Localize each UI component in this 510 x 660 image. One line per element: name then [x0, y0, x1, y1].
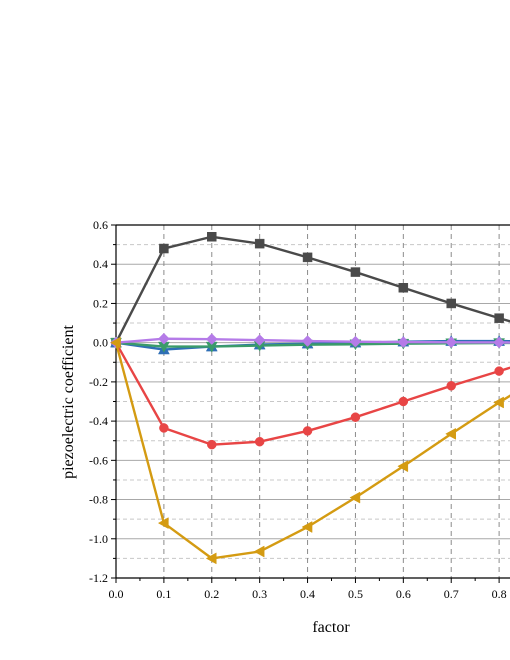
x-tick-label: 0.0: [109, 587, 124, 601]
y-axis-label: piezoelectric coefficient: [60, 325, 77, 479]
x-tick-label: 0.7: [444, 587, 459, 601]
data-point-triangle-left: [253, 545, 265, 558]
y-tick-label: -0.2: [89, 375, 108, 389]
series-line: [115, 339, 510, 351]
x-tick-label: 0.1: [156, 587, 171, 601]
series-line: [114, 342, 510, 446]
data-point-triangle-left: [205, 552, 217, 565]
y-tick-label: 0.4: [93, 257, 108, 271]
data-point-diamond: [205, 333, 218, 345]
y-tick-label: 0.2: [93, 296, 108, 310]
data-point-diamond: [349, 335, 362, 348]
data-point-triangle-left: [157, 517, 169, 530]
x-tick-label: 0.6: [396, 587, 411, 601]
x-axis-label: factor: [312, 619, 350, 636]
data-point-square: [494, 313, 504, 323]
data-point-triangle-left: [397, 460, 409, 473]
grid: [116, 225, 510, 578]
data-point-square: [207, 232, 217, 242]
tick-labels: 0.60.40.20.0-0.2-0.4-0.6-0.8-1.0-1.20.0 0…: [89, 218, 507, 601]
data-point-triangle-left: [445, 427, 456, 440]
data-point-circle: [302, 426, 313, 436]
data-point-square: [398, 283, 409, 293]
x-tick-label: 0.8: [492, 587, 507, 601]
series-5: [110, 332, 510, 349]
data-point-circle: [446, 381, 456, 391]
data-point-square: [159, 243, 169, 254]
data-point-triangle-left: [349, 491, 361, 504]
data-point-circle: [254, 436, 265, 447]
data-point-diamond: [158, 332, 170, 345]
series-group: [109, 232, 510, 565]
y-tick-label: 0.6: [93, 218, 108, 232]
y-tick-label: -0.8: [89, 493, 108, 507]
x-tick-label: 0.3: [252, 587, 267, 601]
data-point-circle: [159, 423, 169, 433]
data-point-circle: [494, 366, 504, 376]
series-line: [115, 337, 510, 344]
data-point-circle: [350, 412, 361, 422]
data-point-square: [302, 252, 313, 263]
data-point-square: [254, 238, 265, 249]
y-tick-label: -1.0: [89, 532, 108, 546]
x-tick-label: 0.2: [204, 587, 219, 601]
x-tick-label: 0.4: [300, 587, 315, 601]
y-tick-label: 0.0: [93, 336, 108, 350]
data-point-square: [350, 267, 361, 277]
data-point-triangle-left: [109, 336, 121, 349]
y-tick-label: -1.2: [89, 571, 108, 585]
series-6: [109, 336, 510, 565]
y-tick-label: -0.4: [89, 414, 108, 428]
y-tick-label: -0.6: [89, 453, 108, 467]
series-1: [111, 232, 510, 348]
data-point-circle: [207, 439, 217, 450]
x-tick-label: 0.5: [348, 587, 363, 601]
data-point-triangle-left: [301, 521, 313, 533]
data-point-square: [446, 298, 456, 309]
series-line: [114, 235, 510, 344]
data-point-diamond: [493, 336, 505, 349]
data-point-diamond: [445, 336, 458, 349]
data-point-triangle-left: [493, 396, 504, 409]
data-point-diamond: [253, 334, 266, 346]
series-line: [114, 342, 510, 560]
data-point-diamond: [301, 335, 314, 347]
data-point-diamond: [397, 336, 410, 348]
data-point-circle: [398, 396, 409, 407]
